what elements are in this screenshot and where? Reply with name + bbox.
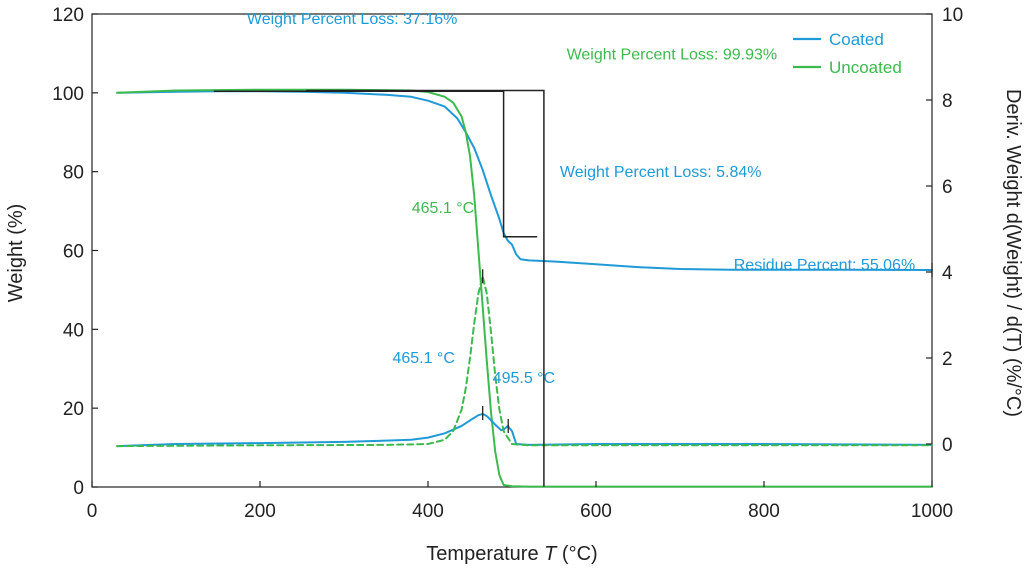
y2-tick-label: 4 bbox=[942, 263, 953, 284]
x-tick-label: 800 bbox=[748, 501, 780, 522]
x-tick-label: 600 bbox=[580, 501, 612, 522]
legend-label-uncoated: Uncoated bbox=[829, 58, 902, 77]
annotation-4: Residue Percent: 55.06% bbox=[734, 257, 915, 274]
step-marker-0 bbox=[213, 90, 538, 238]
marker-layer bbox=[213, 89, 933, 487]
x-tick-label: 0 bbox=[87, 501, 98, 522]
y2-tick-label: 8 bbox=[942, 91, 953, 112]
annotation-3: 465.1 °C bbox=[412, 200, 474, 217]
series-line-uncoated-deriv bbox=[116, 275, 933, 448]
series-line-coated bbox=[116, 90, 933, 271]
plot-area-border bbox=[91, 13, 933, 488]
y2-tick-label: 10 bbox=[942, 5, 963, 26]
x-tick-label: 1000 bbox=[911, 501, 953, 522]
x-axis-title-symbol: T bbox=[544, 543, 558, 565]
annotation-0: Weight Percent Loss: 37.16% bbox=[247, 11, 458, 28]
step-marker-1 bbox=[306, 89, 545, 487]
legend-label-coated: Coated bbox=[829, 30, 884, 49]
y-axis-title: Weight (%) bbox=[5, 204, 27, 303]
annotation-1: Weight Percent Loss: 99.93% bbox=[567, 47, 778, 64]
x-axis-title: Temperature T (°C) bbox=[426, 543, 597, 565]
y-tick-label: 0 bbox=[73, 478, 84, 499]
y-tick-label: 80 bbox=[63, 163, 84, 184]
y2-axis-ticks: 0 2 4 6 8 10 bbox=[926, 5, 963, 456]
annotation-6: 495.5 °C bbox=[493, 370, 555, 387]
y-tick-label: 100 bbox=[52, 84, 84, 105]
x-axis-title-part: Temperature bbox=[426, 543, 544, 565]
legend: Coated Uncoated bbox=[793, 30, 902, 77]
series-line-coated-deriv bbox=[116, 412, 933, 448]
x-axis-ticks: 0 200 400 600 800 1000 bbox=[87, 481, 953, 522]
y-axis-ticks: 0 20 40 60 80 100 120 bbox=[52, 5, 98, 499]
annotations: Weight Percent Loss: 37.16% Weight Percen… bbox=[247, 11, 915, 387]
y2-tick-label: 2 bbox=[942, 349, 953, 370]
y-tick-label: 20 bbox=[63, 399, 84, 420]
y-tick-label: 60 bbox=[63, 242, 84, 263]
annotation-5: 465.1 °C bbox=[392, 350, 454, 367]
series-line-uncoated bbox=[116, 88, 933, 488]
y-tick-label: 120 bbox=[52, 5, 84, 26]
x-axis-title-unit: (°C) bbox=[556, 543, 597, 565]
y2-tick-label: 0 bbox=[942, 435, 953, 456]
y2-axis-title: Deriv. Weight d(Weight) / d(T) (%/°C) bbox=[1002, 89, 1024, 417]
y2-tick-label: 6 bbox=[942, 177, 953, 198]
series-layer bbox=[116, 88, 933, 488]
annotation-2: Weight Percent Loss: 5.84% bbox=[560, 164, 762, 181]
plot-frame bbox=[91, 13, 933, 488]
x-tick-label: 400 bbox=[412, 501, 444, 522]
y-tick-label: 40 bbox=[63, 320, 84, 341]
x-tick-label: 200 bbox=[244, 501, 276, 522]
